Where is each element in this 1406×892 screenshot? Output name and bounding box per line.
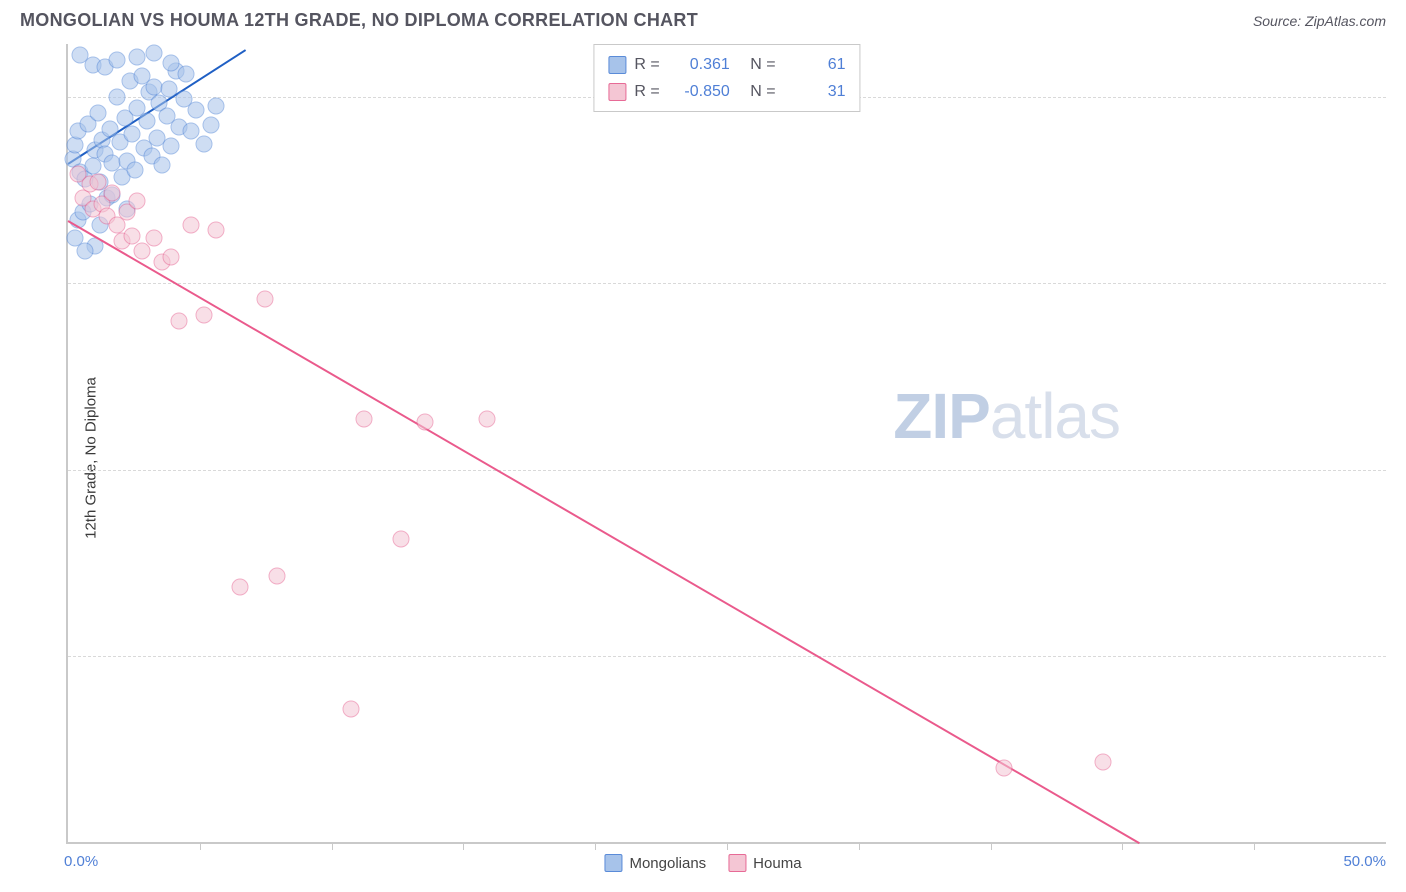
data-point	[178, 65, 195, 82]
data-point	[202, 116, 219, 133]
x-tick	[200, 842, 201, 850]
n-val-houma: 31	[784, 78, 846, 105]
data-point	[89, 174, 106, 191]
x-axis-max-label: 50.0%	[1343, 853, 1386, 870]
data-point	[163, 55, 180, 72]
data-point	[77, 243, 94, 260]
data-point	[170, 312, 187, 329]
legend-label-houma: Houma	[753, 855, 801, 872]
data-point	[195, 136, 212, 153]
x-tick	[727, 842, 728, 850]
series-legend: Mongolians Houma	[604, 854, 801, 872]
data-point	[146, 229, 163, 246]
data-point	[207, 222, 224, 239]
data-point	[128, 193, 145, 210]
data-point	[183, 216, 200, 233]
swatch-mongolians	[608, 56, 626, 74]
trend-line	[67, 220, 1140, 844]
x-tick	[859, 842, 860, 850]
x-tick	[595, 842, 596, 850]
legend-label-mongolians: Mongolians	[629, 855, 706, 872]
data-point	[996, 759, 1013, 776]
n-val-mongolians: 61	[784, 51, 846, 78]
data-point	[109, 89, 126, 106]
data-point	[133, 243, 150, 260]
data-point	[257, 291, 274, 308]
watermark-zip: ZIP	[893, 380, 990, 452]
r-val-houma: -0.850	[668, 78, 730, 105]
data-point	[124, 126, 141, 143]
chart-container: 12th Grade, No Diploma ZIPatlas R = 0.36…	[20, 44, 1386, 872]
data-point	[124, 227, 141, 244]
data-point	[232, 578, 249, 595]
data-point	[89, 105, 106, 122]
data-point	[161, 80, 178, 97]
data-point	[478, 410, 495, 427]
legend-swatch-houma	[728, 854, 746, 872]
data-point	[138, 112, 155, 129]
n-label: N =	[750, 51, 775, 78]
data-point	[417, 413, 434, 430]
data-point	[269, 568, 286, 585]
legend-swatch-mongolians	[604, 854, 622, 872]
data-point	[355, 410, 372, 427]
data-point	[195, 307, 212, 324]
data-point	[128, 48, 145, 65]
data-point	[1094, 754, 1111, 771]
data-point	[163, 248, 180, 265]
chart-title: MONGOLIAN VS HOUMA 12TH GRADE, NO DIPLOM…	[20, 10, 698, 31]
data-point	[84, 158, 101, 175]
data-point	[126, 161, 143, 178]
x-tick	[1122, 842, 1123, 850]
gridline	[68, 470, 1386, 471]
r-label-2: R =	[634, 78, 659, 105]
data-point	[343, 701, 360, 718]
data-point	[207, 97, 224, 114]
data-point	[392, 530, 409, 547]
data-point	[163, 138, 180, 155]
data-point	[146, 44, 163, 61]
plot-frame: ZIPatlas R = 0.361 N = 61 R = -0.850 N =…	[66, 44, 1386, 844]
r-val-mongolians: 0.361	[668, 51, 730, 78]
gridline	[68, 283, 1386, 284]
legend-item-mongolians: Mongolians	[604, 854, 706, 872]
data-point	[188, 101, 205, 118]
x-tick	[332, 842, 333, 850]
x-tick	[463, 842, 464, 850]
r-label: R =	[634, 51, 659, 78]
source-label: Source: ZipAtlas.com	[1253, 13, 1386, 29]
x-tick	[991, 842, 992, 850]
legend-item-houma: Houma	[728, 854, 801, 872]
data-point	[153, 157, 170, 174]
x-axis-min-label: 0.0%	[64, 853, 98, 870]
stat-legend: R = 0.361 N = 61 R = -0.850 N = 31	[593, 44, 860, 112]
watermark: ZIPatlas	[893, 379, 1120, 453]
x-tick	[1254, 842, 1255, 850]
data-point	[104, 184, 121, 201]
data-point	[109, 51, 126, 68]
n-label-2: N =	[750, 78, 775, 105]
watermark-atlas: atlas	[990, 380, 1120, 452]
plot-area: ZIPatlas	[68, 44, 1300, 842]
stat-row-houma: R = -0.850 N = 31	[608, 78, 845, 105]
swatch-houma	[608, 83, 626, 101]
gridline	[68, 656, 1386, 657]
stat-row-mongolians: R = 0.361 N = 61	[608, 51, 845, 78]
